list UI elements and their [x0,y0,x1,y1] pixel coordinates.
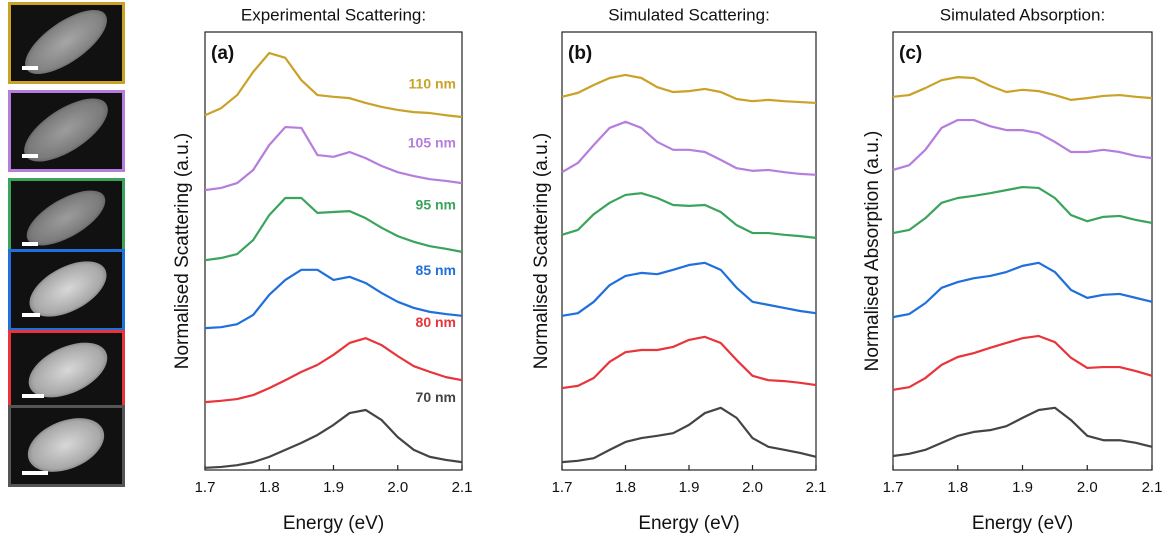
chart-panel: Simulated Absorption: (c) 1.7 1.8 1.9 2.0 2.1 E… [862,5,1162,534]
spectrum-line [892,334,1153,391]
plot-frame [561,31,817,471]
thumbnails [8,2,125,487]
thumbnail [8,2,125,84]
chart-title: Experimental Scattering: [241,5,426,24]
series-label: 80 nm [416,314,456,330]
x-tick-label: 1.9 [679,479,700,496]
panel-label: (b) [568,43,592,64]
spectrum-line [561,192,817,239]
series-label: 85 nm [416,262,456,278]
x-tick-label: 1.7 [195,479,216,496]
panel-label: (a) [211,43,234,64]
thumbnail [8,330,125,412]
y-axis-label: Normalised Absorption (a.u.) [862,131,883,372]
spectrum-line [892,185,1153,235]
x-tick-label: 1.9 [323,479,344,496]
x-tick-label: 2.0 [1077,479,1098,496]
plot-frame [892,31,1153,471]
series-label: 110 nm [409,76,456,92]
spectrum-line [204,337,463,404]
spectrum-line [892,406,1153,458]
spectrum-line [204,51,463,119]
spectrum-line [561,335,817,390]
y-axis-label: Normalised Scattering (a.u.) [531,133,552,370]
spectrum-line [561,73,817,105]
spectrum-line [204,268,463,330]
spectrum-line [892,261,1153,319]
x-tick-label: 2.0 [742,479,763,496]
spectrum-line [204,196,463,262]
chart-title: Simulated Scattering: [608,5,770,24]
x-tick-label: 2.1 [452,479,473,496]
y-axis-label: Normalised Scattering (a.u.) [172,133,193,370]
spectrum-line [892,76,1153,101]
spectrum-line [204,408,463,469]
panel-label: (c) [899,43,922,64]
x-axis-label: Energy (eV) [638,513,739,534]
x-axis-label: Energy (eV) [283,513,384,534]
series-label: 95 nm [416,196,456,212]
thumbnail [8,90,125,172]
series-label: 70 nm [416,389,456,405]
x-tick-label: 2.1 [1142,479,1163,496]
x-tick-label: 1.8 [947,479,968,496]
chart-title: Simulated Absorption: [940,5,1105,24]
series-label: 105 nm [408,135,456,151]
x-tick-label: 1.8 [615,479,636,496]
spectrum-line [204,125,463,192]
x-tick-label: 2.0 [387,479,408,496]
chart-panel: Simulated Scattering: (b) 1.7 1.8 1.9 2.0 2.1 E… [531,5,826,534]
x-tick-label: 1.9 [1012,479,1033,496]
chart-panel: Experimental Scattering: (a) 1.7 1.8 1.9 2.0 2… [172,5,472,534]
x-tick-label: 1.7 [552,479,573,496]
x-tick-label: 1.8 [259,479,280,496]
thumbnail [8,405,125,487]
spectrum-line [561,406,817,464]
x-axis-label: Energy (eV) [972,513,1073,534]
thumbnail [8,249,125,331]
thumbnail [8,178,125,260]
spectrum-line [561,120,817,176]
spectrum-line [561,261,817,317]
x-tick-label: 1.7 [883,479,904,496]
x-tick-label: 2.1 [806,479,827,496]
spectrum-line [892,118,1153,172]
